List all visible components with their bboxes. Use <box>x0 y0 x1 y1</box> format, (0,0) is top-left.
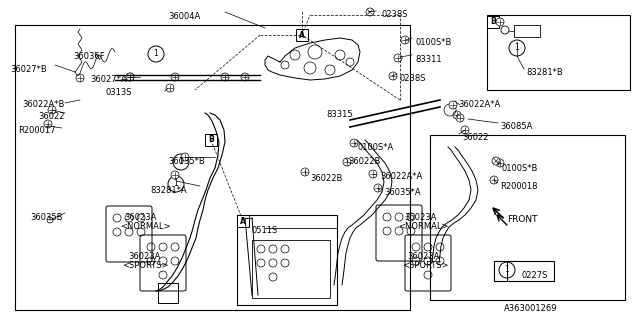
Circle shape <box>501 26 509 34</box>
Circle shape <box>456 114 464 122</box>
Circle shape <box>492 157 500 165</box>
Text: 0100S*B: 0100S*B <box>502 164 538 173</box>
Circle shape <box>449 101 457 109</box>
Text: 36022: 36022 <box>38 112 65 121</box>
Text: 0511S: 0511S <box>251 226 277 235</box>
Circle shape <box>166 84 174 92</box>
Circle shape <box>221 73 229 81</box>
Text: A363001269: A363001269 <box>504 304 557 313</box>
Bar <box>487 15 630 90</box>
Circle shape <box>461 126 469 134</box>
Circle shape <box>241 73 249 81</box>
Text: 0227S: 0227S <box>521 271 547 280</box>
Text: <SPORTS>: <SPORTS> <box>402 261 449 270</box>
Text: 36027*B: 36027*B <box>10 65 47 74</box>
Bar <box>158 283 178 303</box>
Text: B: B <box>490 18 496 27</box>
Text: 1: 1 <box>154 50 158 59</box>
Text: 36085A: 36085A <box>500 122 532 131</box>
Bar <box>237 215 337 305</box>
Circle shape <box>374 184 382 192</box>
Text: 36023A: 36023A <box>407 252 440 261</box>
Bar <box>296 29 308 41</box>
Text: 36036F: 36036F <box>73 52 104 61</box>
Circle shape <box>394 54 402 62</box>
Text: 36022: 36022 <box>462 133 488 142</box>
Circle shape <box>490 176 498 184</box>
Text: 36022A*A: 36022A*A <box>458 100 500 109</box>
Circle shape <box>366 8 374 16</box>
Text: 36022A*A: 36022A*A <box>380 172 422 181</box>
Bar <box>494 261 554 281</box>
Circle shape <box>148 46 164 62</box>
Text: 83311: 83311 <box>415 55 442 64</box>
Text: FRONT: FRONT <box>507 215 538 224</box>
Text: R200018: R200018 <box>500 182 538 191</box>
Text: 36027*A: 36027*A <box>90 75 127 84</box>
Text: 36004A: 36004A <box>168 12 200 21</box>
Circle shape <box>181 153 189 161</box>
Bar <box>430 135 625 300</box>
Text: 83281*B: 83281*B <box>526 68 563 77</box>
Text: 36022B: 36022B <box>348 157 380 166</box>
Text: 1: 1 <box>504 266 509 275</box>
Text: 1: 1 <box>173 180 179 188</box>
Bar <box>237 215 249 227</box>
Text: 1: 1 <box>515 44 520 52</box>
Circle shape <box>401 36 409 44</box>
Circle shape <box>350 139 358 147</box>
Text: 36035B: 36035B <box>30 213 63 222</box>
Circle shape <box>496 18 504 26</box>
Text: B: B <box>208 135 214 145</box>
Text: 36022B: 36022B <box>310 174 342 183</box>
Circle shape <box>343 158 351 166</box>
Circle shape <box>453 111 461 119</box>
Circle shape <box>168 176 184 192</box>
Bar <box>487 16 499 28</box>
Text: A: A <box>299 30 305 39</box>
Text: 36035*B: 36035*B <box>168 157 205 166</box>
Text: <SPORTS>: <SPORTS> <box>122 261 168 270</box>
Text: 1: 1 <box>179 157 184 166</box>
Text: <NORMAL>: <NORMAL> <box>120 222 170 231</box>
Text: 36023A: 36023A <box>124 213 156 222</box>
Circle shape <box>509 40 525 56</box>
Text: A: A <box>240 217 246 226</box>
Text: 0100S*A: 0100S*A <box>358 143 394 152</box>
Circle shape <box>171 73 179 81</box>
Text: <NORMAL>: <NORMAL> <box>398 222 449 231</box>
Text: 0100S*B: 0100S*B <box>415 38 451 47</box>
Text: 36022A*B: 36022A*B <box>22 100 65 109</box>
Bar <box>15 25 410 310</box>
Text: 0238S: 0238S <box>400 74 426 83</box>
Text: 0313S: 0313S <box>106 88 132 97</box>
Circle shape <box>496 159 504 167</box>
Text: 83281*A: 83281*A <box>150 186 187 195</box>
Circle shape <box>126 73 134 81</box>
Text: 36035*A: 36035*A <box>384 188 420 197</box>
Circle shape <box>126 73 134 81</box>
Text: 0238S: 0238S <box>382 10 408 19</box>
Text: R200017: R200017 <box>18 126 56 135</box>
Circle shape <box>389 72 397 80</box>
Circle shape <box>499 262 515 278</box>
Bar <box>514 25 540 37</box>
Bar <box>205 134 217 146</box>
Text: 36023A: 36023A <box>404 213 436 222</box>
Circle shape <box>369 170 377 178</box>
Circle shape <box>171 171 179 179</box>
Text: 83315: 83315 <box>326 110 353 119</box>
Circle shape <box>44 120 52 128</box>
Circle shape <box>173 154 189 170</box>
Circle shape <box>76 74 84 82</box>
Text: 36023A: 36023A <box>128 252 161 261</box>
Bar <box>252 240 330 298</box>
Circle shape <box>48 106 56 114</box>
Circle shape <box>301 168 309 176</box>
